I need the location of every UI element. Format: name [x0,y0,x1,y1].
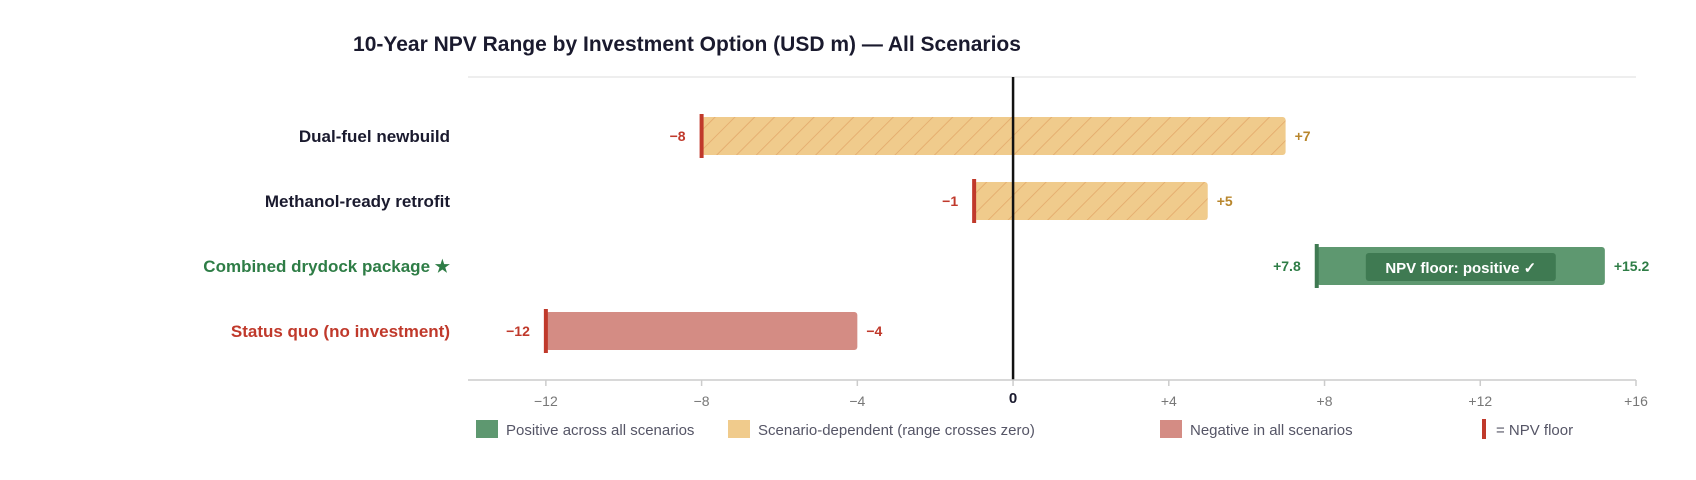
npv-floor-badge [1365,253,1556,281]
npv-floor-badge-text: NPV floor: positive ✓ [1385,260,1536,277]
x-tick-label: −4 [849,393,865,409]
x-tick-label: +8 [1317,393,1333,409]
legend-label: Negative in all scenarios [1190,422,1353,439]
npv-floor-marker [543,309,548,353]
legend: Positive across all scenarios Scenario-de… [476,419,1573,439]
category-label: Combined drydock package ★ [203,257,450,276]
low-value-label: −1 [942,193,958,209]
legend-swatch-mixed [728,420,750,438]
category-label: Methanol-ready retrofit [265,192,450,211]
range-bar-negative [545,312,858,350]
category-label: Dual-fuel newbuild [299,127,450,146]
low-value-label: +7.8 [1273,258,1301,274]
x-tick-label: 0 [1009,390,1017,407]
high-value-label: −4 [866,323,882,339]
npv-floor-marker [699,114,704,158]
x-tick-label: +12 [1468,393,1492,409]
legend-label: = NPV floor [1496,422,1573,439]
high-value-label: +15.2 [1614,258,1650,274]
legend-swatch-floor [1482,419,1486,439]
x-axis: −12 −8 −4 0 +4 +8 +12 +16 [468,379,1648,409]
low-value-label: −8 [670,128,686,144]
legend-swatch-positive [476,420,498,438]
category-label: Status quo (no investment) [231,322,450,341]
high-value-label: +5 [1217,193,1233,209]
legend-label: Scenario-dependent (range crosses zero) [758,422,1035,439]
npv-floor-marker [1314,244,1319,288]
legend-label: Positive across all scenarios [506,422,694,439]
x-tick-label: −12 [534,393,558,409]
legend-swatch-negative [1160,420,1182,438]
npv-floor-marker [972,179,977,223]
high-value-label: +7 [1295,128,1311,144]
range-bar-mixed [701,117,1286,155]
bars-layer: Dual-fuel newbuild −8 +7 Methanol-ready ret… [203,77,1649,380]
range-bar-mixed [974,182,1208,220]
x-tick-label: +4 [1161,393,1177,409]
x-tick-label: −8 [694,393,710,409]
low-value-label: −12 [506,323,530,339]
chart-title: 10-Year NPV Range by Investment Option (… [353,33,1021,56]
x-tick-label: +16 [1624,393,1648,409]
